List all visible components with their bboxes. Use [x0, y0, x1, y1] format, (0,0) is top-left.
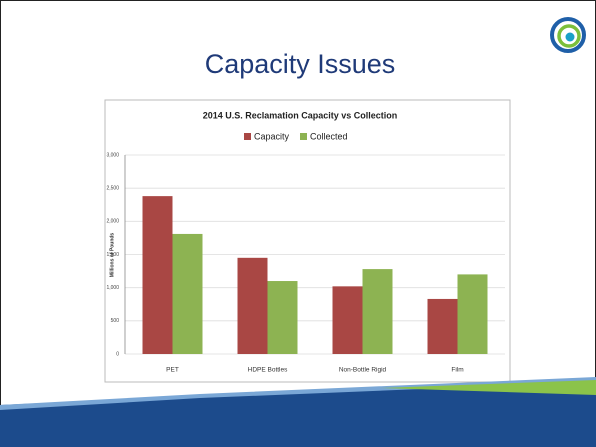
bar [427, 298, 458, 354]
y-tick-label: 2,500 [106, 185, 119, 191]
legend-label: Capacity [254, 131, 290, 141]
bar [172, 233, 203, 354]
x-tick-label: HDPE Bottles [248, 367, 288, 374]
bar [142, 196, 173, 354]
x-tick-label: PET [166, 367, 179, 374]
footer-stripe [0, 377, 596, 410]
bar [362, 269, 393, 354]
bar [237, 257, 268, 354]
y-tick-label: 3,000 [106, 152, 119, 158]
bar [267, 281, 298, 354]
footer-band [0, 380, 596, 447]
slide-title: Capacity Issues [205, 49, 396, 79]
footer-accent [380, 380, 596, 395]
bar [332, 286, 363, 354]
chart-title: 2014 U.S. Reclamation Capacity vs Collec… [203, 110, 398, 120]
logo [550, 17, 586, 53]
legend-label: Collected [310, 131, 348, 141]
x-tick-label: Film [451, 367, 463, 374]
x-tick-label: Non-Bottle Rigid [339, 367, 387, 374]
bar [457, 274, 488, 354]
y-tick-label: 0 [116, 351, 119, 357]
y-axis-label: Millions of Pounds [109, 233, 115, 278]
y-tick-label: 2,000 [106, 219, 119, 225]
y-tick-label: 500 [111, 318, 120, 324]
y-tick-label: 1,500 [106, 252, 119, 258]
y-tick-label: 1,000 [106, 285, 119, 291]
legend-swatch [244, 133, 251, 140]
legend-swatch [300, 133, 307, 140]
